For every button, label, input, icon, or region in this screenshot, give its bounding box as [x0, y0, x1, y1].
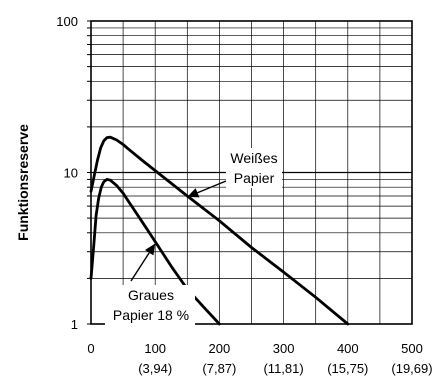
x-tick-label: 300 — [273, 341, 295, 356]
annotation-text: Graues — [128, 287, 174, 303]
plot-frame — [90, 20, 413, 325]
series-line — [89, 135, 350, 326]
axes — [90, 20, 413, 325]
y-axis-label: Funktionsreserve — [15, 124, 31, 241]
annotations: Weißes Papier Graues Papier 18 % — [105, 148, 282, 327]
annotation-text: Papier — [234, 170, 275, 186]
series-layer — [89, 135, 350, 326]
annotation-background — [226, 148, 282, 188]
x-tick-sublabel: (3,94) — [138, 361, 172, 376]
y-tick-label: 10 — [64, 166, 78, 181]
x-tick-sublabel: (19,69) — [391, 361, 432, 376]
x-tick-sublabel: (15,75) — [327, 361, 368, 376]
tick-labels: 0 100 (3,94) 200 (7,87) 300 (11,81) 400 (15,75) 5… — [56, 14, 432, 376]
annotation-arrow — [130, 252, 150, 282]
x-tick-label: 400 — [337, 341, 359, 356]
annotation-arrowhead — [187, 188, 200, 198]
annotation-text: Papier 18 % — [113, 307, 189, 323]
x-tick-label: 100 — [144, 341, 166, 356]
annotation-arrow — [197, 180, 227, 194]
x-tick-label: 200 — [209, 341, 231, 356]
x-tick-sublabel: (7,87) — [202, 361, 236, 376]
series-line — [89, 177, 221, 326]
x-tick-label: 0 — [87, 341, 94, 356]
y-tick-label: 100 — [56, 14, 78, 29]
annotation-arrowhead — [145, 243, 156, 256]
x-tick-label: 500 — [401, 341, 423, 356]
x-tick-sublabel: (11,81) — [263, 361, 303, 376]
y-tick-label: 1 — [71, 317, 78, 332]
annotation: Graues Papier 18 % — [105, 243, 195, 327]
annotation-background — [105, 285, 195, 327]
annotation-text: Weißes — [230, 150, 277, 166]
annotation: Weißes Papier — [187, 148, 282, 198]
